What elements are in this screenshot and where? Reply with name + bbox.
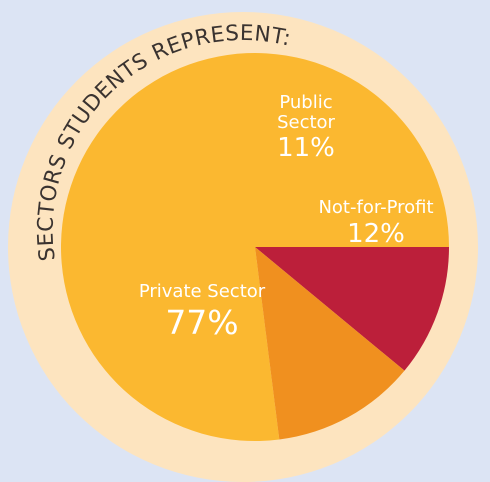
slice-label-public-line2: Sector bbox=[277, 112, 335, 133]
slice-label-public-line1: Public bbox=[279, 92, 332, 113]
slice-value-public: 11% bbox=[277, 133, 335, 163]
slice-value-nonprofit: 12% bbox=[347, 219, 405, 249]
slice-label-private: Private Sector bbox=[139, 281, 266, 302]
slice-value-private: 77% bbox=[165, 303, 238, 342]
pie-slices bbox=[60, 52, 449, 441]
slice-not-for-profit bbox=[255, 247, 405, 440]
slice-public-sector bbox=[255, 247, 449, 371]
slice-label-nonprofit: Not-for-Profit bbox=[318, 197, 433, 218]
slice-private-sector bbox=[60, 52, 449, 441]
